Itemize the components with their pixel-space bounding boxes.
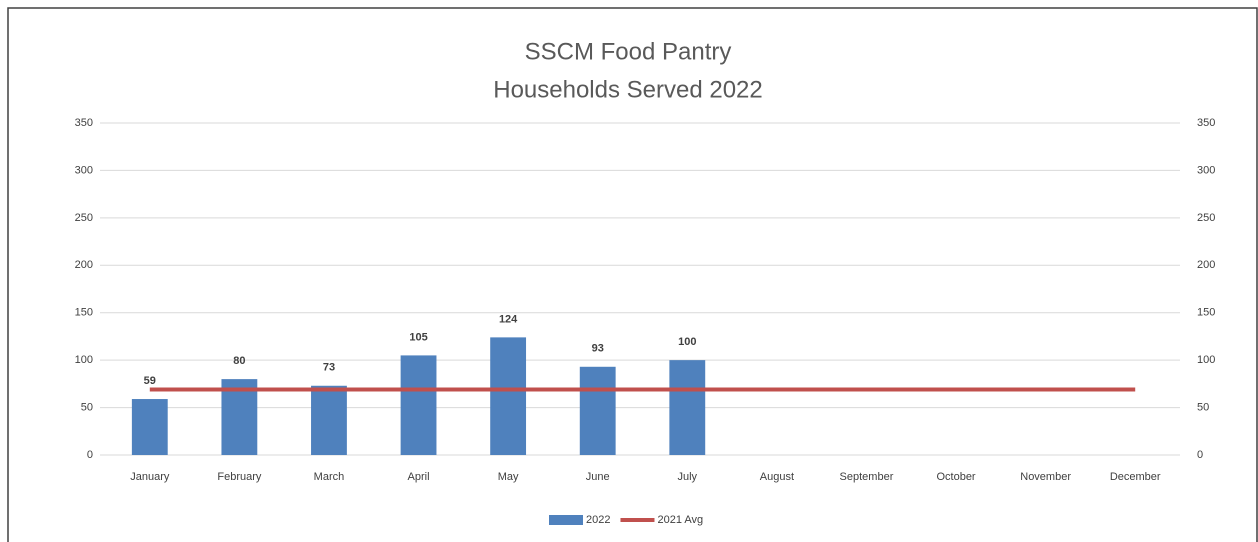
bar xyxy=(400,355,437,455)
y-tick-label: 250 xyxy=(75,212,93,224)
legend-label: 2022 xyxy=(586,514,610,526)
bar xyxy=(311,385,347,455)
bar xyxy=(579,366,616,455)
x-tick-label: February xyxy=(217,471,262,483)
x-tick-label: December xyxy=(1110,471,1161,483)
y2-tick-label: 250 xyxy=(1197,212,1215,224)
legend-swatch xyxy=(549,515,583,525)
y2-tick-label: 350 xyxy=(1197,117,1215,129)
bar xyxy=(490,337,527,455)
y2-tick-label: 100 xyxy=(1197,354,1215,366)
bar xyxy=(221,379,258,455)
data-label: 59 xyxy=(144,375,156,387)
data-label: 100 xyxy=(678,336,696,348)
y-tick-label: 350 xyxy=(75,117,93,129)
chart-frame xyxy=(7,7,1258,542)
x-tick-label: September xyxy=(840,471,894,483)
data-label: 73 xyxy=(323,362,335,374)
chart-title: SSCM Food Pantry xyxy=(525,38,732,65)
x-tick-label: November xyxy=(1020,471,1071,483)
y-tick-label: 100 xyxy=(75,354,93,366)
x-tick-label: April xyxy=(408,471,430,483)
chart-subtitle: Households Served 2022 xyxy=(493,76,763,103)
x-tick-label: August xyxy=(760,471,794,483)
x-tick-label: March xyxy=(314,471,345,483)
legend-label: 2021 Avg xyxy=(657,514,703,526)
y2-tick-label: 0 xyxy=(1197,449,1203,461)
x-tick-label: May xyxy=(498,471,519,483)
data-label: 105 xyxy=(409,331,427,343)
data-label: 124 xyxy=(499,313,518,325)
x-tick-label: January xyxy=(130,471,170,483)
x-tick-label: July xyxy=(678,471,698,483)
bar xyxy=(669,360,706,455)
y-tick-label: 200 xyxy=(75,259,93,271)
x-tick-label: October xyxy=(936,471,975,483)
data-label: 80 xyxy=(233,355,245,367)
y2-tick-label: 50 xyxy=(1197,401,1209,413)
y2-tick-label: 150 xyxy=(1197,307,1215,319)
y-tick-label: 150 xyxy=(75,307,93,319)
y2-tick-label: 300 xyxy=(1197,164,1215,176)
x-tick-label: June xyxy=(586,471,610,483)
data-label: 93 xyxy=(592,343,604,355)
y-tick-label: 50 xyxy=(81,401,93,413)
y-tick-label: 0 xyxy=(87,449,93,461)
bar xyxy=(131,399,168,455)
y-tick-label: 300 xyxy=(75,164,93,176)
y2-tick-label: 200 xyxy=(1197,259,1215,271)
